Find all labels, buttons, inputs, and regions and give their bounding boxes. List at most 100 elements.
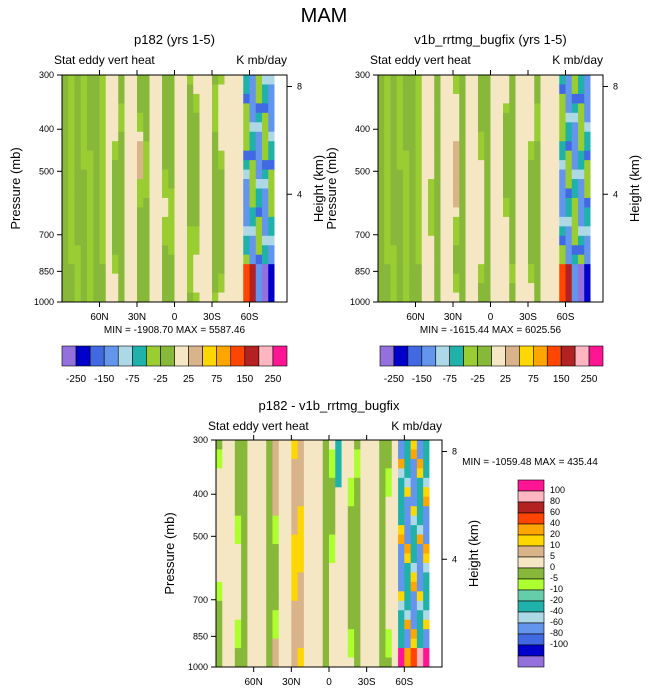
data-cell <box>118 122 125 133</box>
data-cell <box>440 103 448 114</box>
data-cell <box>218 245 225 256</box>
data-cell <box>403 112 410 123</box>
data-cell <box>74 112 82 123</box>
data-cell <box>565 150 573 161</box>
y-tick-label: 1000 <box>350 297 370 307</box>
data-cell <box>546 160 554 171</box>
data-cell <box>398 458 405 469</box>
data-cell <box>228 562 236 573</box>
panel-title: v1b_rrtmg_bugfix (yrs 1-5) <box>414 32 566 47</box>
data-cell <box>155 75 163 85</box>
data-cell <box>112 283 119 294</box>
data-cell <box>285 648 292 659</box>
data-cell <box>137 197 144 208</box>
data-cell <box>446 292 454 303</box>
data-cell <box>496 75 504 85</box>
data-cell <box>228 610 236 621</box>
data-cell <box>199 160 207 171</box>
data-cell <box>255 197 263 208</box>
data-cell <box>149 283 157 294</box>
data-cell <box>174 197 182 208</box>
data-cell <box>247 496 255 507</box>
colorbar-swatch <box>517 611 545 624</box>
data-cell <box>74 292 82 303</box>
data-cell <box>222 553 230 564</box>
data-cell <box>390 103 398 114</box>
data-cell <box>404 440 412 450</box>
data-cell <box>409 141 416 152</box>
data-cell <box>243 160 250 171</box>
y-tick-label: 400 <box>355 124 370 134</box>
colorbar-label: -20 <box>550 595 563 605</box>
data-cell <box>354 525 361 536</box>
data-cell <box>421 160 429 171</box>
data-cell <box>255 216 263 227</box>
data-cell <box>396 235 404 246</box>
data-cell <box>428 254 435 265</box>
data-cell <box>578 226 585 237</box>
data-cell <box>297 600 305 611</box>
data-cell <box>62 131 69 142</box>
data-cell <box>584 292 591 303</box>
data-cell <box>421 169 429 180</box>
data-cell <box>421 216 429 227</box>
data-cell <box>230 216 238 227</box>
data-cell <box>329 553 336 564</box>
data-cell <box>503 207 510 218</box>
data-cell <box>291 458 299 469</box>
data-cell <box>249 112 257 123</box>
colorbar-label: 10 <box>550 540 560 550</box>
data-cell <box>105 245 113 256</box>
data-cell <box>509 160 516 171</box>
data-cell <box>484 245 491 256</box>
data-cell <box>316 496 324 507</box>
data-cell <box>310 553 317 564</box>
data-cell <box>199 93 207 104</box>
data-cell <box>335 581 343 592</box>
data-cell <box>354 591 361 602</box>
data-cell <box>384 245 391 256</box>
data-cell <box>216 553 223 564</box>
data-cell <box>180 141 188 152</box>
colorbar-swatch <box>160 345 175 367</box>
data-cell <box>180 75 188 85</box>
data-cell <box>421 103 429 114</box>
data-cell <box>415 103 423 114</box>
data-cell <box>247 440 255 450</box>
data-cell <box>484 179 491 189</box>
data-cell <box>255 122 263 133</box>
data-cell <box>93 216 100 227</box>
data-cell <box>285 515 292 526</box>
data-cell <box>222 525 230 536</box>
data-cell <box>297 638 305 649</box>
data-cell <box>354 449 361 460</box>
data-cell <box>565 264 573 275</box>
data-cell <box>546 235 554 246</box>
data-cell <box>162 169 169 180</box>
data-cell <box>68 75 75 85</box>
data-cell <box>360 487 368 498</box>
data-cell <box>303 477 311 488</box>
data-cell <box>212 150 219 161</box>
data-cell <box>559 122 566 133</box>
data-cell <box>99 84 107 95</box>
data-cell <box>565 75 573 85</box>
data-cell <box>490 141 498 152</box>
data-cell <box>297 553 305 564</box>
data-cell <box>360 534 368 545</box>
data-cell <box>446 283 454 294</box>
data-cell <box>347 562 355 573</box>
data-cell <box>565 103 573 114</box>
data-cell <box>584 75 591 85</box>
data-cell <box>222 477 230 488</box>
data-cell <box>68 169 75 180</box>
data-cell <box>247 657 255 668</box>
data-cell <box>237 283 244 294</box>
data-cell <box>428 93 435 104</box>
data-cell <box>540 226 548 237</box>
data-cell <box>453 292 460 303</box>
data-cell <box>74 169 82 180</box>
data-cell <box>396 216 404 227</box>
data-cell <box>484 169 491 180</box>
data-cell <box>247 619 255 630</box>
